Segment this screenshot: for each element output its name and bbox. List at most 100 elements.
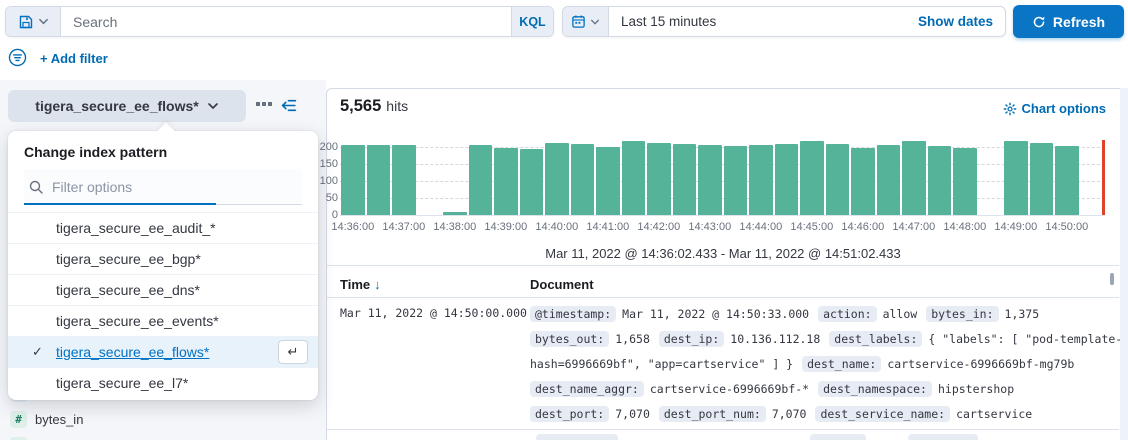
field-name-badge[interactable]: dest_name: (802, 355, 882, 372)
index-pattern-option-label: tigera_secure_ee_bgp* (56, 251, 201, 267)
sort-descending-icon[interactable]: ↓ (374, 277, 381, 292)
refresh-button[interactable]: Refresh (1013, 5, 1124, 38)
field-name-badge[interactable]: dest_ip: (658, 330, 725, 347)
next-row-field-badge (810, 434, 866, 440)
time-range-caption: Mar 11, 2022 @ 14:36:02.433 - Mar 11, 20… (545, 246, 901, 261)
field-value: cartservice (956, 406, 1033, 421)
search-icon (29, 180, 43, 194)
saved-query-menu-button[interactable] (6, 7, 61, 36)
chevron-down-icon (38, 18, 48, 25)
histogram-bar[interactable] (774, 144, 798, 215)
histogram-bar[interactable] (672, 144, 696, 215)
histogram-bar[interactable] (749, 144, 773, 215)
histogram-bar[interactable] (519, 149, 543, 215)
field-name-badge[interactable]: @timestamp: (530, 305, 617, 322)
histogram-bar[interactable] (927, 145, 951, 215)
field-name-badge[interactable]: bytes_in: (926, 305, 999, 322)
histogram-bar[interactable] (366, 145, 390, 215)
histogram-bar[interactable] (596, 146, 620, 215)
histogram-bar[interactable] (545, 143, 569, 215)
field-name-badge[interactable]: dest_service_name: (815, 405, 951, 422)
histogram-bar[interactable] (468, 145, 492, 215)
field-value: hipstershop (937, 381, 1015, 396)
field-name-badge[interactable]: dest_namespace: (818, 380, 932, 397)
histogram-bar[interactable] (392, 145, 416, 215)
histogram-bar[interactable] (698, 144, 722, 215)
popover-title: Change index pattern (24, 144, 168, 160)
histogram-bar[interactable] (494, 147, 518, 215)
field-name-badge[interactable]: action: (818, 305, 877, 322)
focus-underline (24, 203, 216, 205)
change-index-pattern-popover: Change index pattern Filter options tige… (8, 122, 318, 400)
histogram-bar[interactable] (341, 145, 365, 215)
enter-key-hint-button[interactable]: ↵ (278, 340, 308, 364)
filter-icon[interactable] (8, 48, 27, 67)
row-document-cell[interactable]: @timestamp: Mar 11, 2022 @ 14:50:33.000 ac… (530, 301, 1122, 426)
index-pattern-switcher-button[interactable]: tigera_secure_ee_flows* (8, 90, 246, 122)
histogram-bar[interactable] (1004, 141, 1028, 215)
index-pattern-option[interactable]: tigera_secure_ee_dns* (8, 274, 318, 305)
histogram-bar[interactable] (800, 141, 824, 215)
histogram-bar[interactable] (953, 148, 977, 215)
histogram-plot[interactable] (340, 140, 1105, 215)
boxes-horizontal-icon[interactable] (256, 102, 272, 106)
index-pattern-option[interactable]: ✓ tigera_secure_ee_flows* ↵ (8, 336, 318, 367)
page-scrollbar-track[interactable] (1120, 88, 1128, 440)
field-name-badge[interactable]: bytes_out: (530, 330, 610, 347)
add-filter-link[interactable]: + Add filter (40, 51, 108, 66)
gridline (340, 146, 1105, 148)
table-scrollbar-thumb[interactable] (1110, 273, 1114, 285)
field-name-badge[interactable]: dest_port: (530, 405, 610, 422)
date-quick-select-button[interactable] (563, 7, 609, 36)
query-language-button[interactable]: KQL (511, 7, 553, 36)
field-name-badge[interactable]: dest_port_num: (658, 405, 766, 422)
gridline (340, 180, 1105, 182)
chart-options-button[interactable]: Chart options (1003, 101, 1106, 116)
field-name-badge[interactable]: dest_labels: (829, 330, 923, 347)
filter-options-placeholder: Filter options (52, 178, 133, 195)
histogram-bar[interactable] (1029, 143, 1053, 215)
x-axis-tick-label: 14:39:00 (484, 221, 528, 233)
index-pattern-option-label: tigera_secure_ee_dns* (56, 282, 200, 298)
save-icon (19, 15, 32, 28)
hits-count: 5,565 (340, 97, 382, 115)
x-axis-tick-label: 14:48:00 (943, 221, 987, 233)
histogram-bar[interactable] (1055, 145, 1079, 215)
index-pattern-filter-input[interactable]: Filter options (24, 169, 302, 205)
field-label: bytes_in (35, 412, 84, 427)
column-header-time[interactable]: Time ↓ (340, 277, 381, 292)
index-pattern-option-list: tigera_secure_ee_audit_* tigera_secure_ee… (8, 212, 318, 398)
show-dates-link[interactable]: Show dates (917, 14, 993, 29)
index-pattern-option-label: tigera_secure_ee_events* (56, 313, 219, 329)
hits-label: hits (386, 98, 409, 114)
sidebar-field-bytes_in[interactable]: # bytes_in (10, 411, 83, 428)
divider (327, 297, 1119, 298)
histogram-bar[interactable] (825, 144, 849, 215)
index-pattern-option[interactable]: tigera_secure_ee_l7* (8, 367, 318, 398)
index-pattern-option-label: tigera_secure_ee_l7* (56, 375, 189, 391)
histogram-bar[interactable] (443, 212, 467, 215)
gridline (340, 163, 1105, 165)
histogram-bar[interactable] (876, 144, 900, 215)
x-axis-tick-label: 14:50:00 (1045, 221, 1089, 233)
index-pattern-option[interactable]: tigera_secure_ee_bgp* (8, 243, 318, 274)
index-pattern-label: tigera_secure_ee_flows* (35, 98, 199, 114)
histogram-bar[interactable] (621, 141, 645, 215)
index-pattern-option[interactable]: tigera_secure_ee_events* (8, 305, 318, 336)
histogram-bar[interactable] (851, 148, 875, 215)
collapse-sidebar-icon[interactable] (280, 97, 297, 114)
index-pattern-option[interactable]: tigera_secure_ee_audit_* (8, 212, 318, 243)
field-value: cartservice-6996669bf-* (649, 381, 810, 396)
gridline (340, 197, 1105, 199)
histogram-bar[interactable] (723, 145, 747, 215)
field-value: 7,070 (771, 406, 807, 421)
search-input[interactable] (61, 7, 511, 36)
index-pattern-option-label: tigera_secure_ee_flows* (56, 344, 210, 360)
field-value: allow (882, 306, 918, 321)
time-range-value[interactable]: Last 15 minutes (621, 14, 717, 29)
histogram-bar[interactable] (647, 142, 671, 215)
x-axis-tick-label: 14:41:00 (586, 221, 630, 233)
field-name-badge[interactable]: dest_name_aggr: (530, 380, 644, 397)
histogram-bar[interactable] (902, 141, 926, 215)
histogram-bar[interactable] (570, 144, 594, 215)
